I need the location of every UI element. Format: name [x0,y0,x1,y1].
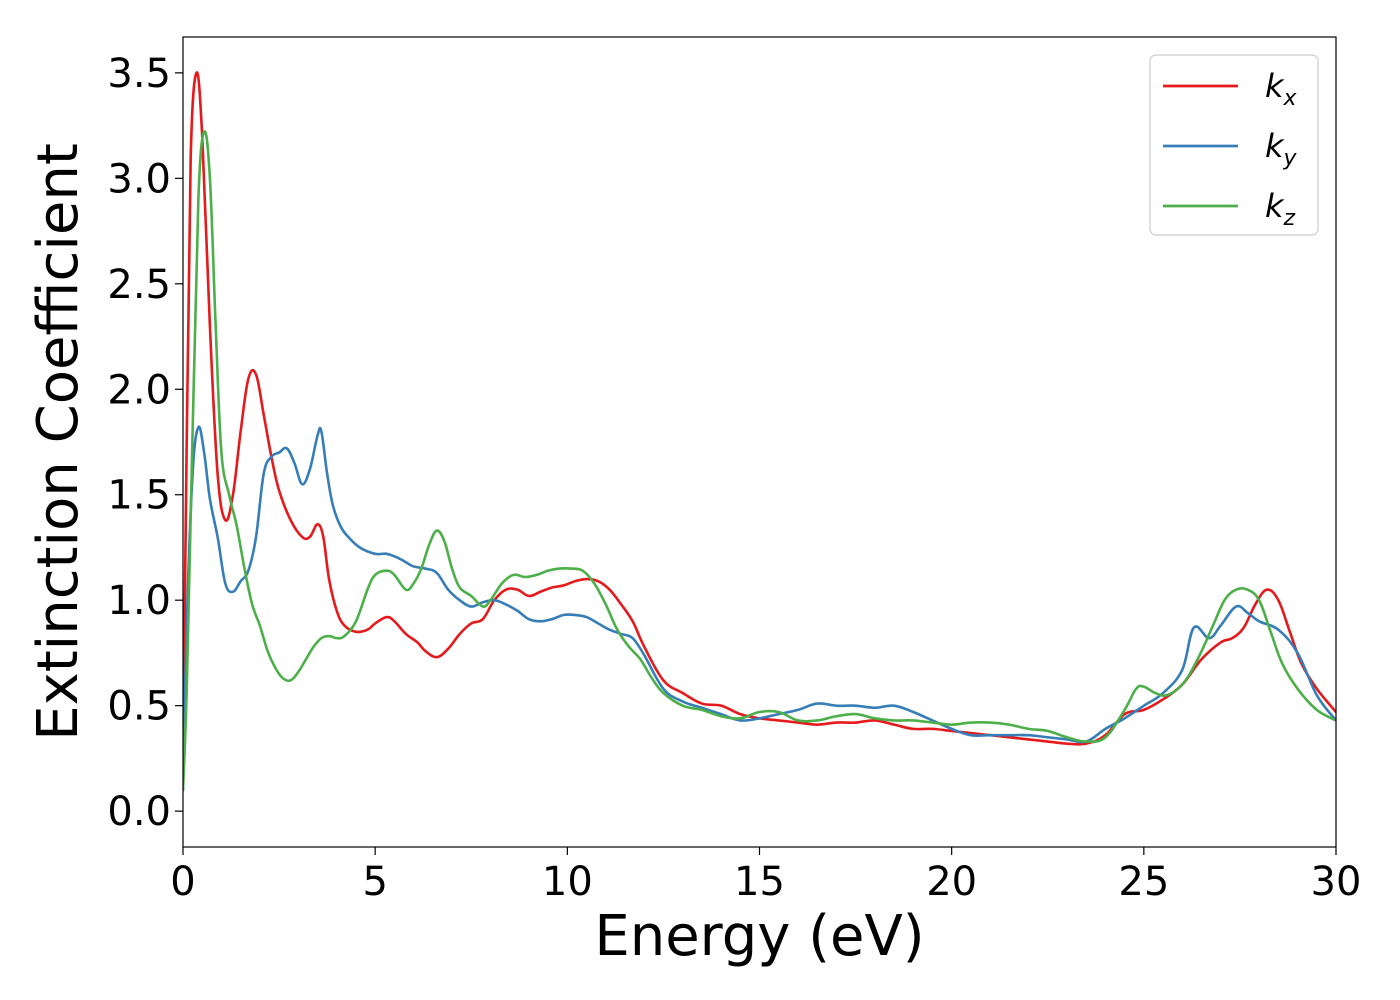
y-tick-label: 0.0 [107,789,171,835]
series-layer [183,71,1336,792]
x-tick-label: 30 [1311,859,1362,905]
legend-label-subscript: x [1283,86,1298,111]
legend-label-x: kx [1265,67,1298,111]
ticks-layer: 0 5 10 15 20 25 30 0.0 0.5 1.0 1.5 2.0 2.5 3.0 3.5 [107,51,1361,905]
y-tick-label: 1.5 [107,473,171,519]
series-line-z [183,130,1336,792]
y-tick-label: 3.5 [107,51,171,97]
legend-label-base: k [1265,127,1285,165]
legend-label-base: k [1265,187,1285,225]
legend-label-z: kz [1265,187,1296,231]
x-tick-label: 10 [542,859,593,905]
series-line-x [183,71,1336,771]
x-axis-title: Energy (eV) [594,904,924,969]
x-tick-label: 5 [362,859,387,905]
legend-label-subscript: z [1283,206,1296,231]
legend-label-y: ky [1265,127,1298,171]
y-tick-label: 3.0 [107,156,171,202]
y-tick-label: 2.5 [107,262,171,308]
x-tick-label: 0 [170,859,195,905]
series-line-y [183,425,1336,792]
y-tick-label: 2.0 [107,367,171,413]
y-tick-label: 0.5 [107,684,171,730]
y-tick-label: 1.0 [107,578,171,624]
legend-label-subscript: y [1283,146,1298,171]
y-axis-title: Extinction Coefficient [26,143,91,741]
x-tick-label: 25 [1118,859,1169,905]
x-tick-label: 15 [734,859,785,905]
x-tick-label: 20 [926,859,977,905]
legend-label-base: k [1265,67,1285,105]
